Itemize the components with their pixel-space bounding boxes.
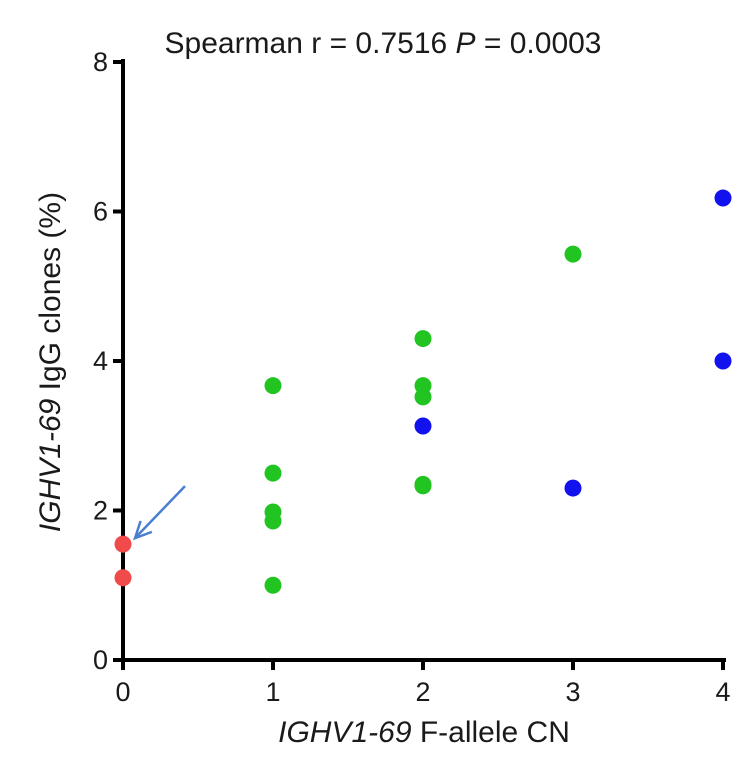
blue-data-point [714,352,732,370]
green-data-point [414,388,432,406]
y-tick-label: 4 [93,346,108,376]
y-axis-ticks: 0 2 4 6 8 [93,47,123,675]
arrow-head [133,520,153,541]
blue-data-point [714,189,732,207]
x-axis-label: IGHV1-69 F-allele CN [278,716,570,749]
x-tick-label: 2 [415,677,430,707]
x-axis-label-gene: IGHV1-69 [278,716,412,749]
green-data-point [564,245,582,263]
title-prefix: Spearman r = 0.7516 [165,27,456,60]
y-tick-label: 6 [93,197,108,227]
y-axis-label-rest: IgG clones (%) [34,192,67,399]
x-tick-label: 3 [565,677,580,707]
green-data-point [264,512,282,530]
y-tick-label: 2 [93,496,108,526]
arrow-annotation [133,485,186,541]
arrow-shaft [134,485,186,540]
green-data-point [264,576,282,594]
x-tick-label: 1 [265,677,280,707]
green-data-point [264,464,282,482]
blue-data-point [564,479,582,497]
title-suffix: = 0.0003 [476,27,602,60]
green-data-point [414,477,432,495]
x-tick-label: 4 [715,677,730,707]
y-axis-label: IGHV1-69 IgG clones (%) [34,192,67,532]
green-data-point [414,330,432,348]
x-axis-label-rest: F-allele CN [412,716,570,749]
data-points [114,189,732,594]
x-axis-ticks: 0 1 2 3 4 [115,660,731,707]
green-data-point [264,377,282,395]
y-axis-label-gene: IGHV1-69 [34,398,67,532]
blue-data-point [414,417,432,435]
x-tick-label: 0 [115,677,130,707]
red-data-point [114,569,132,587]
y-tick-label: 8 [93,47,108,77]
red-data-point [114,535,132,553]
chart-title: Spearman r = 0.7516 P = 0.0003 [165,27,602,60]
y-tick-label: 0 [93,645,108,675]
title-p-symbol: P [456,27,476,60]
